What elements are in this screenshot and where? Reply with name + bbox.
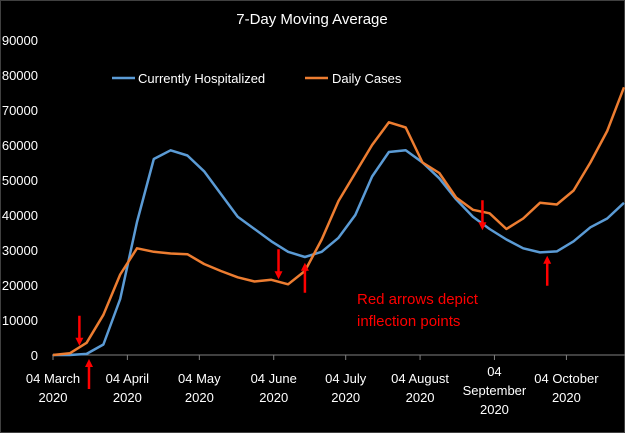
- y-tick-label: 50000: [2, 173, 38, 188]
- annotation-text: Red arrows depict inflection points: [357, 291, 479, 330]
- y-tick-label: 20000: [2, 278, 38, 293]
- arrow-up-icon: [300, 262, 309, 293]
- legend: Currently Hospitalized Daily Cases: [112, 71, 402, 86]
- y-tick-label: 40000: [2, 208, 38, 223]
- x-tick-label: 04 June 2020: [251, 371, 297, 405]
- y-tick-label: 70000: [2, 103, 38, 118]
- arrow-head: [543, 255, 552, 264]
- y-tick-label: 90000: [2, 33, 38, 48]
- arrow-down-icon: [274, 249, 283, 280]
- arrow-down-icon: [478, 200, 487, 231]
- chart-title: 7-Day Moving Average: [236, 11, 387, 28]
- x-tick-label: 04 July 2020: [325, 371, 367, 405]
- arrow-up-icon: [84, 359, 93, 389]
- series-line-daily-cases: [52, 86, 625, 357]
- legend-label: Daily Cases: [332, 71, 402, 86]
- y-tick-label: 10000: [2, 313, 38, 328]
- arrow-head: [274, 271, 283, 280]
- series-line-currently-hospitalized: [53, 149, 625, 357]
- x-tick-label: 04 May 2020: [178, 371, 221, 405]
- x-tick-label: 04 September 2020: [463, 364, 527, 417]
- y-axis: 0 10000 20000 30000 40000 50000 60000 70000 8000…: [2, 33, 38, 363]
- arrow-head: [300, 262, 309, 271]
- series-lines: [52, 86, 625, 357]
- x-tick-label: 04 April 2020: [106, 371, 149, 405]
- y-tick-label: 0: [31, 348, 38, 363]
- x-axis: 04 March 2020 04 April 2020 04 May 2020 04 Jun…: [26, 355, 599, 417]
- arrow-head: [478, 222, 487, 231]
- legend-label: Currently Hospitalized: [138, 71, 265, 86]
- y-tick-label: 60000: [2, 138, 38, 153]
- x-tick-label: 04 October 2020: [534, 371, 599, 405]
- y-tick-label: 80000: [2, 68, 38, 83]
- inflection-arrows: [75, 200, 552, 389]
- arrow-head: [84, 359, 93, 367]
- x-tick-label: 04 March 2020: [26, 371, 80, 405]
- x-tick-label: 04 August 2020: [391, 371, 449, 405]
- arrow-head: [75, 337, 84, 346]
- arrow-up-icon: [543, 255, 552, 286]
- y-tick-label: 30000: [2, 243, 38, 258]
- arrow-down-icon: [75, 315, 84, 346]
